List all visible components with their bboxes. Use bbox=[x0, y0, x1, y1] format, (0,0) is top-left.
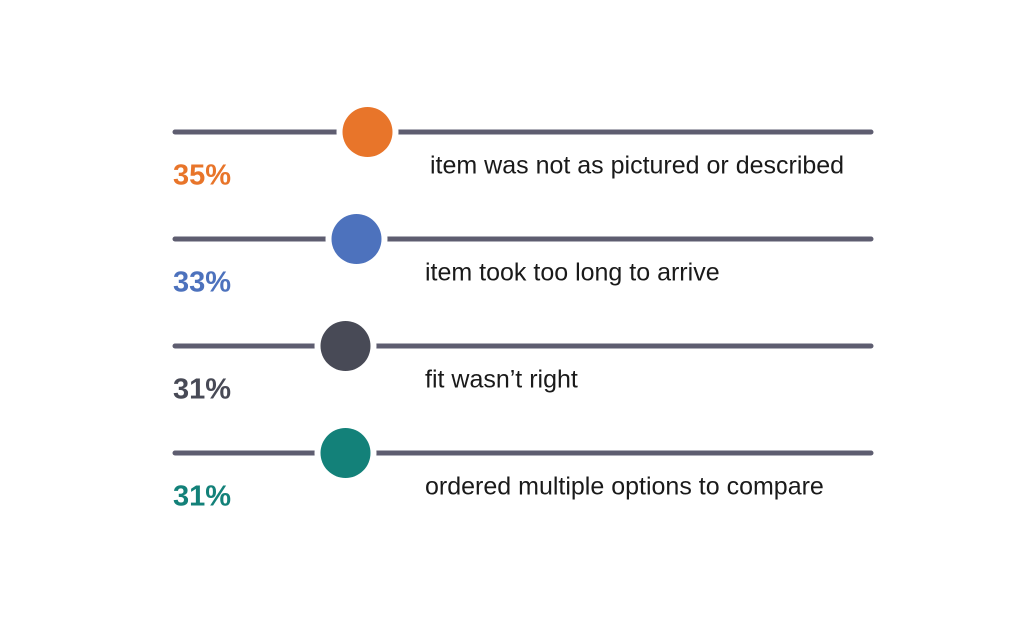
category-label: fit wasn’t right bbox=[425, 366, 578, 394]
value-label: 35% bbox=[173, 160, 231, 192]
slider-knob bbox=[320, 428, 371, 478]
value-label: 31% bbox=[173, 374, 231, 406]
category-label: item was not as pictured or described bbox=[430, 152, 844, 180]
value-label: 33% bbox=[173, 267, 231, 299]
slider-knob bbox=[331, 214, 382, 264]
category-label: item took too long to arrive bbox=[425, 259, 720, 287]
value-label: 31% bbox=[173, 481, 231, 513]
slider-knob bbox=[320, 321, 371, 371]
category-label: ordered multiple options to compare bbox=[425, 473, 824, 501]
slider-knob bbox=[342, 107, 393, 157]
